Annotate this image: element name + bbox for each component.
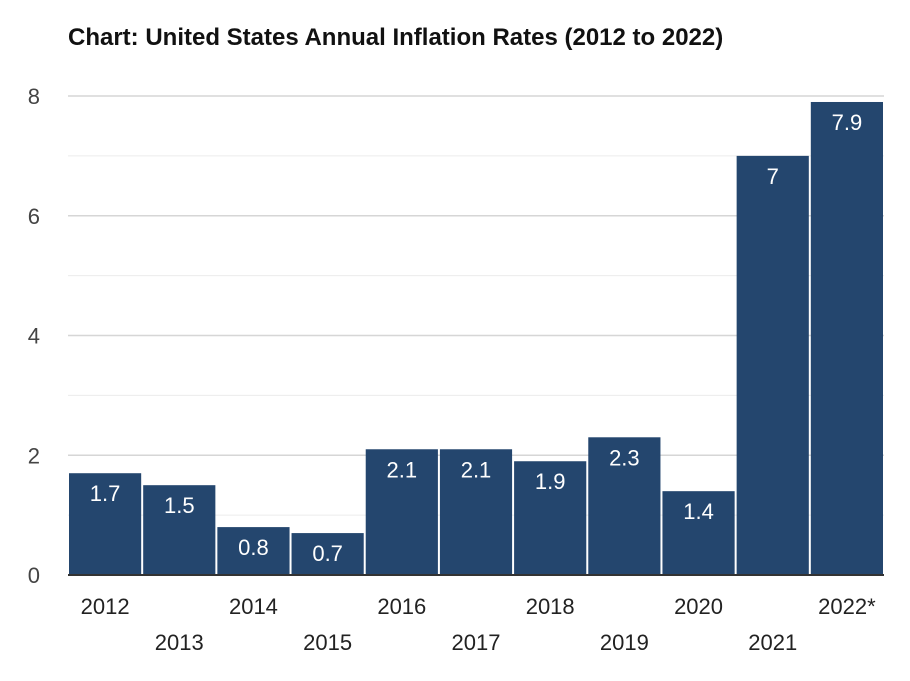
bar — [439, 449, 513, 575]
x-tick-label: 2012 — [81, 594, 130, 619]
y-axis-ticks: 0 2 4 6 8 — [28, 84, 40, 588]
chart-title: Chart: United States Annual Inflation Ra… — [68, 24, 724, 51]
bar — [588, 437, 661, 575]
y-tick-label: 0 — [28, 563, 40, 588]
x-tick-label: 2016 — [377, 594, 426, 619]
x-axis-labels: 2012 2013 2014 2015 2016 2017 2018 2019 2020 2021… — [81, 594, 876, 655]
x-tick-label: 2022* — [818, 594, 876, 619]
x-tick-label: 2015 — [303, 630, 352, 655]
bar — [810, 101, 883, 576]
bar — [291, 533, 364, 575]
data-label: 2.3 — [609, 445, 640, 470]
y-tick-label: 8 — [28, 84, 40, 109]
data-label: 1.4 — [683, 499, 714, 524]
bar — [514, 461, 587, 575]
bar — [365, 449, 438, 575]
x-tick-label: 2019 — [600, 630, 649, 655]
data-label: 0.8 — [238, 535, 269, 560]
bar — [736, 155, 809, 575]
data-label: 1.9 — [535, 469, 566, 494]
x-tick-label: 2013 — [155, 630, 204, 655]
data-label: 2.1 — [387, 457, 418, 482]
data-label: 1.5 — [164, 493, 195, 518]
data-labels: 1.7 1.5 0.8 0.7 2.1 2.1 1.9 2.3 1.4 7 7.9 — [90, 110, 862, 566]
x-tick-label: 2014 — [229, 594, 278, 619]
bars — [69, 101, 883, 576]
y-tick-label: 2 — [28, 443, 40, 468]
data-label: 7 — [767, 164, 779, 189]
x-tick-label: 2017 — [452, 630, 501, 655]
data-label: 1.7 — [90, 481, 121, 506]
bar — [69, 473, 142, 575]
data-label: 0.7 — [312, 541, 343, 566]
bar — [217, 527, 290, 575]
x-tick-label: 2018 — [526, 594, 575, 619]
data-label: 7.9 — [832, 110, 863, 135]
x-tick-label: 2020 — [674, 594, 723, 619]
bar — [662, 491, 735, 575]
data-label: 2.1 — [461, 457, 492, 482]
bar — [143, 485, 216, 575]
y-tick-label: 6 — [28, 204, 40, 229]
y-tick-label: 4 — [28, 324, 40, 349]
x-tick-label: 2021 — [748, 630, 797, 655]
